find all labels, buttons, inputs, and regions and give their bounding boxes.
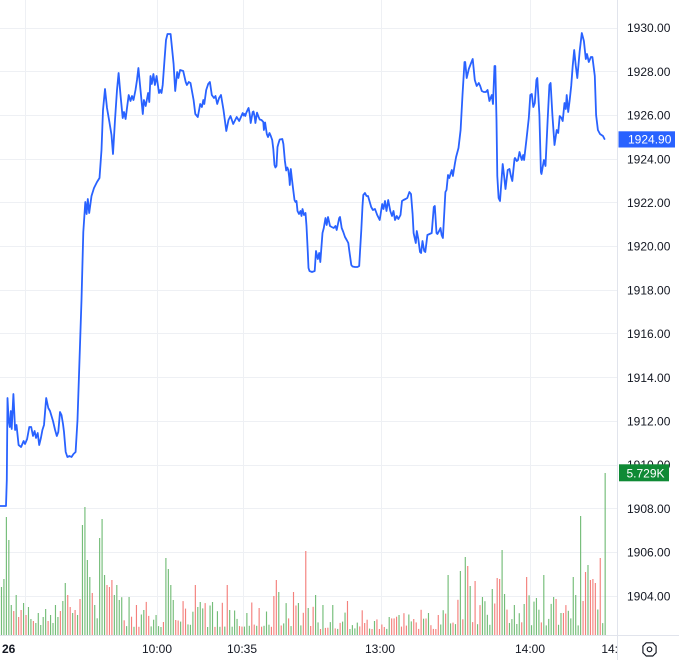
svg-text:5.729K: 5.729K (627, 466, 665, 480)
svg-text:14:00: 14:00 (515, 642, 545, 656)
svg-text:1922.00: 1922.00 (627, 196, 671, 210)
svg-text:1928.00: 1928.00 (627, 65, 671, 79)
svg-text:1930.00: 1930.00 (627, 21, 671, 35)
svg-text:1924.90: 1924.90 (628, 133, 672, 147)
svg-text:1916.00: 1916.00 (627, 327, 671, 341)
svg-text:1904.00: 1904.00 (627, 589, 671, 603)
svg-text:13:00: 13:00 (365, 642, 395, 656)
svg-text:1912.00: 1912.00 (627, 415, 671, 429)
svg-text:1908.00: 1908.00 (627, 502, 671, 516)
svg-text:1920.00: 1920.00 (627, 240, 671, 254)
svg-text:10:00: 10:00 (142, 642, 172, 656)
svg-text:26: 26 (2, 642, 16, 656)
svg-text:1926.00: 1926.00 (627, 109, 671, 123)
svg-text:1918.00: 1918.00 (627, 283, 671, 297)
svg-text:1924.00: 1924.00 (627, 152, 671, 166)
svg-text:10:35: 10:35 (227, 642, 257, 656)
svg-text:14:: 14: (601, 642, 618, 656)
svg-text:1914.00: 1914.00 (627, 371, 671, 385)
svg-text:1906.00: 1906.00 (627, 546, 671, 560)
